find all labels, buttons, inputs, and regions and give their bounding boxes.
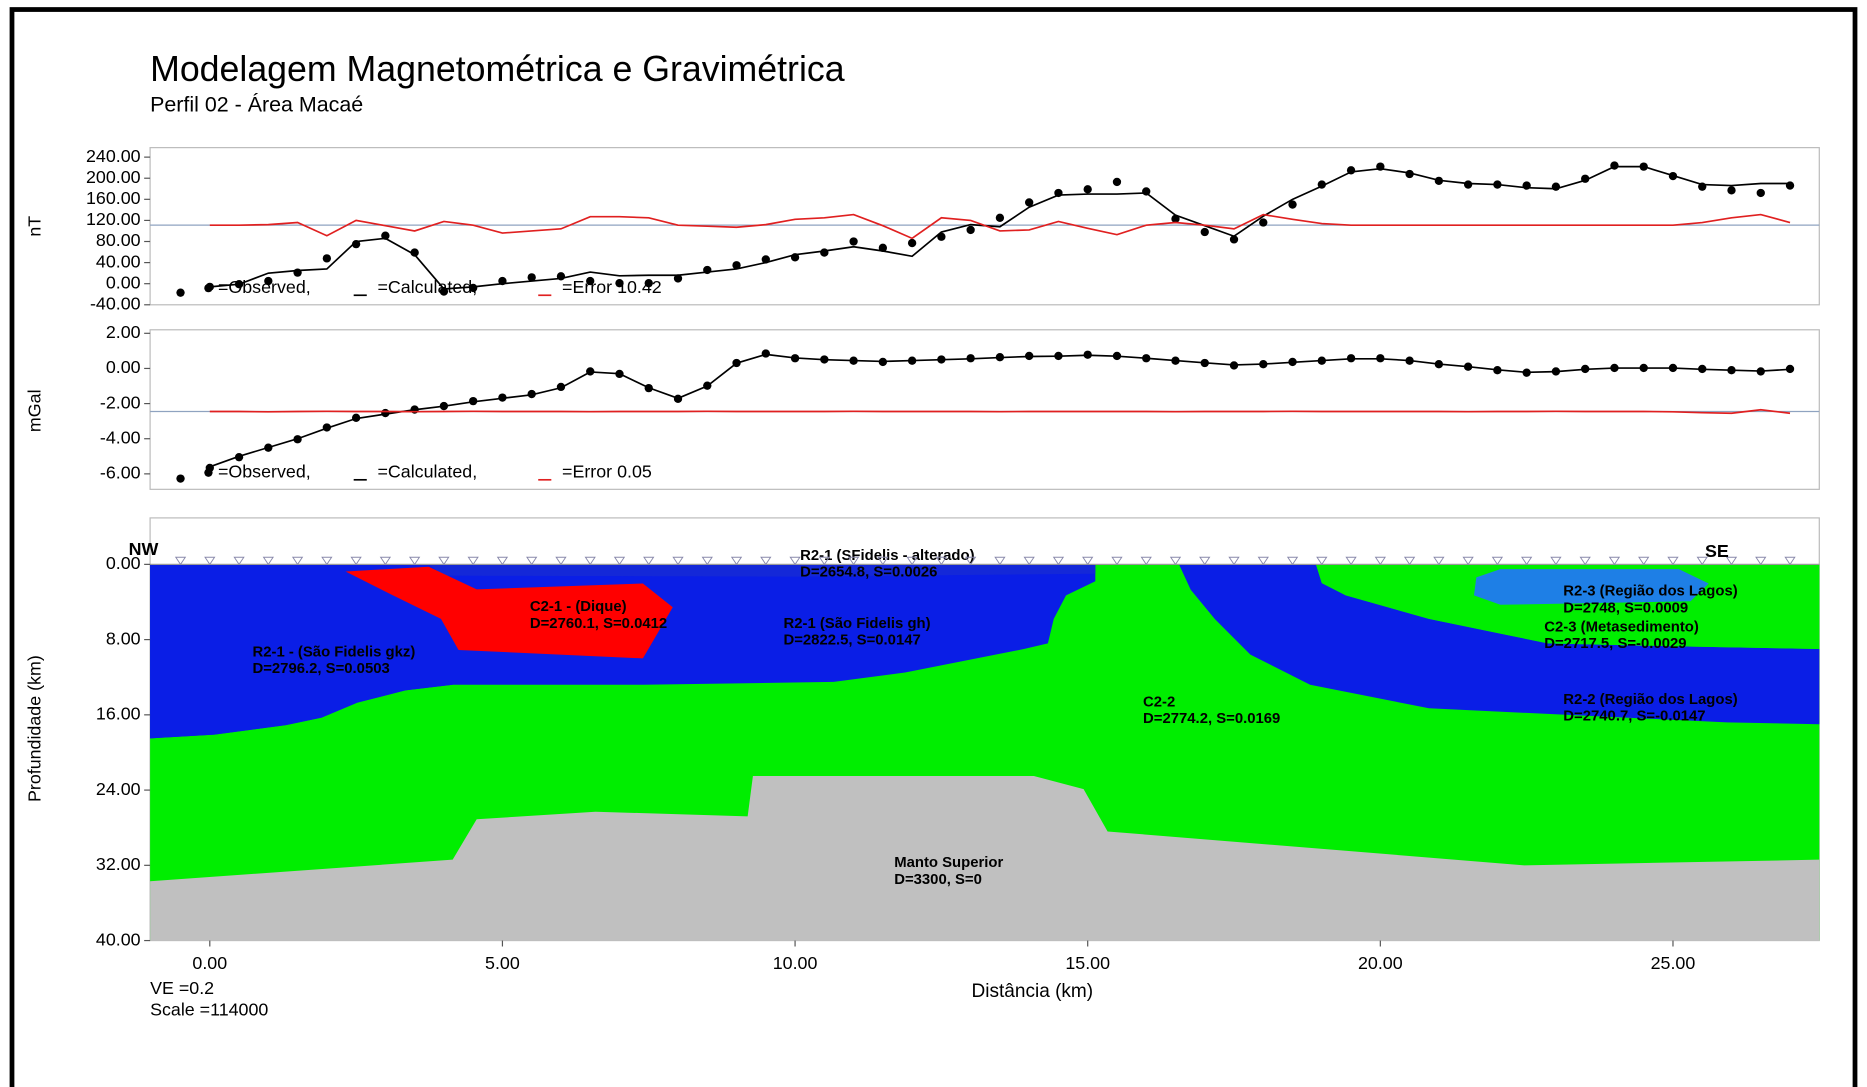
body-params: D=2654.8, S=0.0026 — [800, 565, 937, 581]
legend-label: =Error 10.42 — [562, 277, 662, 297]
title: Modelagem Magnetométrica e Gravimétrica — [150, 49, 845, 89]
observed-point — [908, 239, 916, 247]
legend-label: =Calculated, — [377, 461, 477, 481]
body-name: R2-1 (São Fidelis gh) — [783, 616, 930, 632]
body-name: C2-1 - (Dique) — [530, 599, 627, 615]
body-name: C2-3 (Metasedimento) — [1544, 619, 1699, 635]
x-tick-label: 0.00 — [192, 953, 227, 973]
body-name: C2-2 — [1143, 694, 1175, 710]
body-name: R2-1 - (São Fidelis gkz) — [252, 644, 415, 660]
y-tick-label: 16.00 — [96, 704, 141, 724]
observed-point — [1259, 218, 1267, 226]
y-tick-label: -40.00 — [90, 294, 141, 314]
body-params: D=2748, S=0.0009 — [1563, 600, 1688, 616]
legend-label: =Calculated, — [377, 277, 477, 297]
y-tick-label: -2.00 — [100, 392, 141, 412]
observed-point — [176, 474, 184, 482]
observed-point — [762, 349, 770, 357]
x-tick-label: 5.00 — [485, 953, 520, 973]
figure: Modelagem Magnetométrica e Gravimétrica … — [0, 0, 1867, 1087]
body-params: D=2717.5, S=-0.0029 — [1544, 636, 1686, 652]
body-params: D=2822.5, S=0.0147 — [783, 632, 920, 648]
y-tick-label: 8.00 — [106, 628, 141, 648]
legend-label: =Error 0.05 — [562, 461, 652, 481]
observed-point — [820, 248, 828, 256]
y-tick-label: 0.00 — [106, 272, 141, 292]
x-axis-label: Distância (km) — [972, 981, 1094, 1002]
legend-glyph — [204, 284, 212, 292]
y-axis-label: Profundidade (km) — [25, 655, 45, 802]
y-tick-label: 2.00 — [106, 322, 141, 342]
observed-point — [1113, 178, 1121, 186]
legend-label: =Observed, — [218, 461, 311, 481]
x-tick-label: 20.00 — [1358, 953, 1403, 973]
se-label: SE — [1705, 541, 1729, 561]
observed-point — [1084, 185, 1092, 193]
body-params: D=2796.2, S=0.0503 — [252, 661, 389, 677]
observed-point — [1727, 186, 1735, 194]
body-name: Manto Superior — [894, 855, 1003, 871]
body-params: D=2774.2, S=0.0169 — [1143, 711, 1280, 727]
y-tick-label: 0.00 — [106, 357, 141, 377]
y-axis-label: nT — [25, 216, 45, 237]
x-tick-label: 15.00 — [1065, 953, 1110, 973]
y-tick-label: 80.00 — [96, 230, 141, 250]
body-params: D=2740.7, S=-0.0147 — [1563, 709, 1705, 725]
y-tick-label: 24.00 — [96, 779, 141, 799]
observed-point — [176, 288, 184, 296]
y-tick-label: 0.00 — [106, 553, 141, 573]
x-tick-label: 25.00 — [1651, 953, 1696, 973]
y-axis-label: mGal — [25, 389, 45, 432]
body-params: D=2760.1, S=0.0412 — [530, 616, 667, 632]
y-tick-label: 240.00 — [86, 146, 141, 166]
y-tick-label: 40.00 — [96, 251, 141, 271]
y-tick-label: -4.00 — [100, 427, 141, 447]
y-tick-label: 40.00 — [96, 929, 141, 949]
ve-note: VE =0.2 — [150, 978, 214, 998]
page: {"header": {"title": "Modelagem Magnetom… — [0, 0, 1867, 1087]
observed-point — [1757, 189, 1765, 197]
subtitle: Perfil 02 - Área Macaé — [150, 92, 363, 117]
y-tick-label: 200.00 — [86, 167, 141, 187]
y-tick-label: -6.00 — [100, 463, 141, 483]
observed-point — [996, 214, 1004, 222]
body-name: R2-2 (Região dos Lagos) — [1563, 692, 1737, 708]
y-tick-label: 32.00 — [96, 854, 141, 874]
y-tick-label: 160.00 — [86, 188, 141, 208]
y-tick-label: 120.00 — [86, 209, 141, 229]
legend-label: =Observed, — [218, 277, 311, 297]
x-tick-label: 10.00 — [773, 953, 818, 973]
observed-point — [323, 254, 331, 262]
observed-point — [849, 237, 857, 245]
body-name: R2-3 (Região dos Lagos) — [1563, 584, 1737, 600]
body-params: D=3300, S=0 — [894, 872, 982, 888]
scale-note: Scale =114000 — [150, 1000, 268, 1020]
observed-point — [966, 226, 974, 234]
legend-glyph — [204, 468, 212, 476]
observed-point — [1464, 180, 1472, 188]
observed-point — [1201, 228, 1209, 236]
